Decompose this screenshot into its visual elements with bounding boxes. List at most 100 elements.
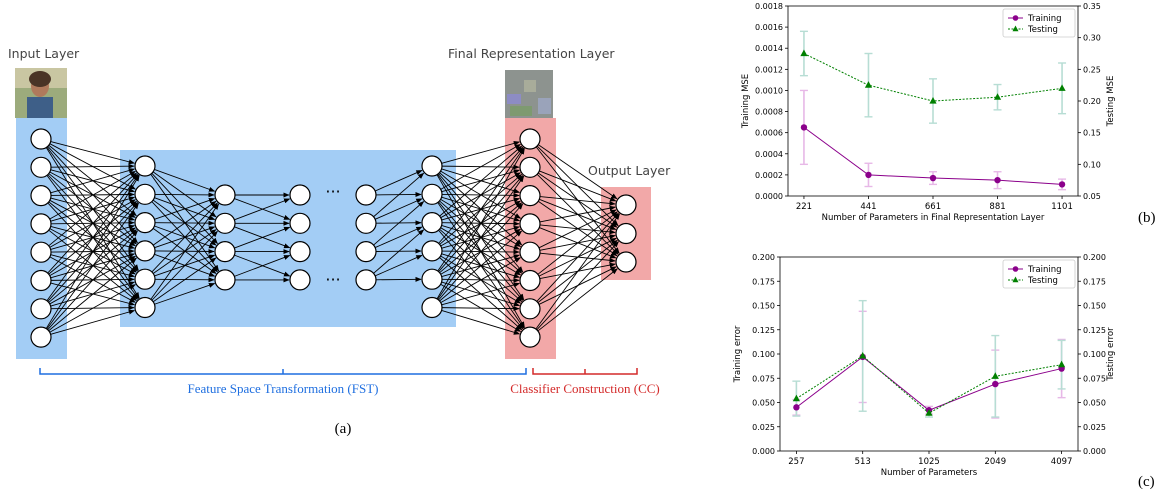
right-tick-label: 0.200 (1083, 253, 1106, 262)
neuron-layer-3 (214, 241, 236, 263)
left-axis-label: Training error (733, 325, 743, 383)
right-tick-label: 0.025 (1083, 423, 1106, 432)
legend-marker (1012, 276, 1019, 283)
connection-line (440, 144, 521, 190)
right-tick-label: 0.075 (1083, 374, 1106, 383)
connection-line (45, 174, 140, 329)
hidden-layers-region (120, 150, 456, 327)
data-point-testing (991, 372, 999, 379)
connection-line (536, 212, 619, 302)
x-tick-label: 441 (860, 202, 876, 212)
data-point-testing (993, 93, 1002, 100)
connection-line (373, 172, 425, 218)
x-axis-label: Number of Parameters (881, 468, 978, 478)
neuron-layer-3 (214, 184, 236, 206)
connection-line (47, 230, 139, 331)
connection-line (536, 241, 619, 331)
connection-line (47, 173, 139, 274)
connection-line (539, 205, 616, 223)
left-tick-label: 0.150 (752, 302, 775, 311)
connection-line (436, 147, 525, 300)
left-tick-label: 0.0016 (755, 23, 783, 32)
x-axis-label: Number of Parameters in Final Representa… (822, 213, 1045, 223)
data-point-training (994, 176, 1001, 184)
neuron-layer-1 (30, 241, 52, 263)
legend-label: Training (1027, 14, 1062, 24)
neuron-layer-1 (30, 128, 52, 150)
left-tick-label: 0.100 (752, 350, 775, 359)
neuron-layer-5 (355, 184, 377, 206)
data-point-training (800, 124, 808, 131)
neuron-layer-2 (134, 296, 156, 319)
output-layer-label: Output Layer (588, 163, 671, 178)
connection-line (537, 268, 618, 332)
network-neurons (30, 128, 637, 348)
neuron-layer-4 (289, 241, 311, 263)
x-tick-label: 1025 (918, 457, 940, 467)
neuron-layer-7 (519, 128, 541, 150)
x-tick-label: 4097 (1051, 457, 1073, 467)
panel-b-label: (b) (1138, 210, 1156, 226)
right-tick-label: 0.15 (1083, 129, 1101, 138)
cc-label: Classifier Construction (CC) (510, 381, 660, 396)
connection-line (441, 309, 521, 335)
x-tick-label: 2049 (984, 457, 1006, 467)
legend-marker (1012, 266, 1019, 272)
neuron-layer-7 (519, 269, 541, 292)
fst-label: Feature Space Transformation (FST) (187, 381, 378, 396)
right-tick-label: 0.000 (1083, 447, 1106, 456)
data-point-testing (1058, 360, 1066, 368)
right-tick-label: 0.175 (1083, 277, 1106, 286)
ellipsis-top: ··· (325, 182, 340, 201)
connection-line (374, 254, 423, 277)
data-point-testing (1058, 84, 1066, 91)
neuron-layer-8 (615, 251, 637, 273)
right-tick-label: 0.20 (1083, 97, 1101, 106)
legend-box (1002, 259, 1076, 289)
data-point-training (929, 174, 937, 182)
legend-label: Training (1027, 265, 1062, 275)
connection-line (150, 203, 219, 300)
x-tick-label: 221 (796, 202, 812, 212)
connection-line (234, 198, 291, 221)
neuron-layer-4 (289, 212, 311, 234)
data-point-training (1058, 181, 1066, 188)
neuron-layer-1 (30, 185, 52, 207)
neuron-layer-7 (519, 241, 541, 263)
ellipsis-bottom: ··· (325, 270, 340, 289)
chart-c: 0.000 0.025 0.050 0.075 0.100 0.125 0.150 0.175… (733, 253, 1116, 478)
neuron-layer-4 (289, 184, 311, 206)
connection-line (374, 198, 423, 220)
connection-line (50, 163, 135, 169)
panel-c-label: (c) (1138, 474, 1155, 490)
neuron-layer-2 (134, 240, 156, 262)
left-tick-label: 0.000 (752, 447, 775, 456)
connection-line (439, 230, 523, 302)
neuron-layer-6 (421, 212, 443, 234)
connection-line (50, 309, 136, 335)
neuron-layer-5 (355, 241, 377, 263)
left-tick-label: 0.0000 (755, 192, 783, 201)
neuron-layer-6 (421, 296, 443, 319)
neuron-layer-1 (30, 156, 52, 178)
connection-line (48, 257, 138, 332)
left-tick-label: 0.075 (752, 374, 775, 383)
right-tick-label: 0.35 (1083, 2, 1101, 11)
neuron-layer-5 (355, 269, 377, 291)
legend-box (1002, 8, 1076, 38)
neuron-layer-1 (30, 298, 52, 320)
connection-line (151, 202, 218, 273)
connection-line (537, 144, 618, 200)
left-tick-label: 0.200 (752, 253, 775, 262)
right-tick-label: 0.050 (1083, 399, 1106, 408)
neuron-layer-2 (134, 155, 156, 177)
neuron-layer-7 (519, 185, 541, 207)
connection-line (151, 230, 218, 301)
fst-brace (39, 368, 527, 375)
neuron-layer-3 (214, 212, 236, 234)
connection-line (538, 209, 617, 249)
x-tick-label: 881 (989, 202, 1005, 212)
right-tick-label: 0.05 (1083, 192, 1101, 201)
panel-a-label: (a) (335, 421, 352, 437)
